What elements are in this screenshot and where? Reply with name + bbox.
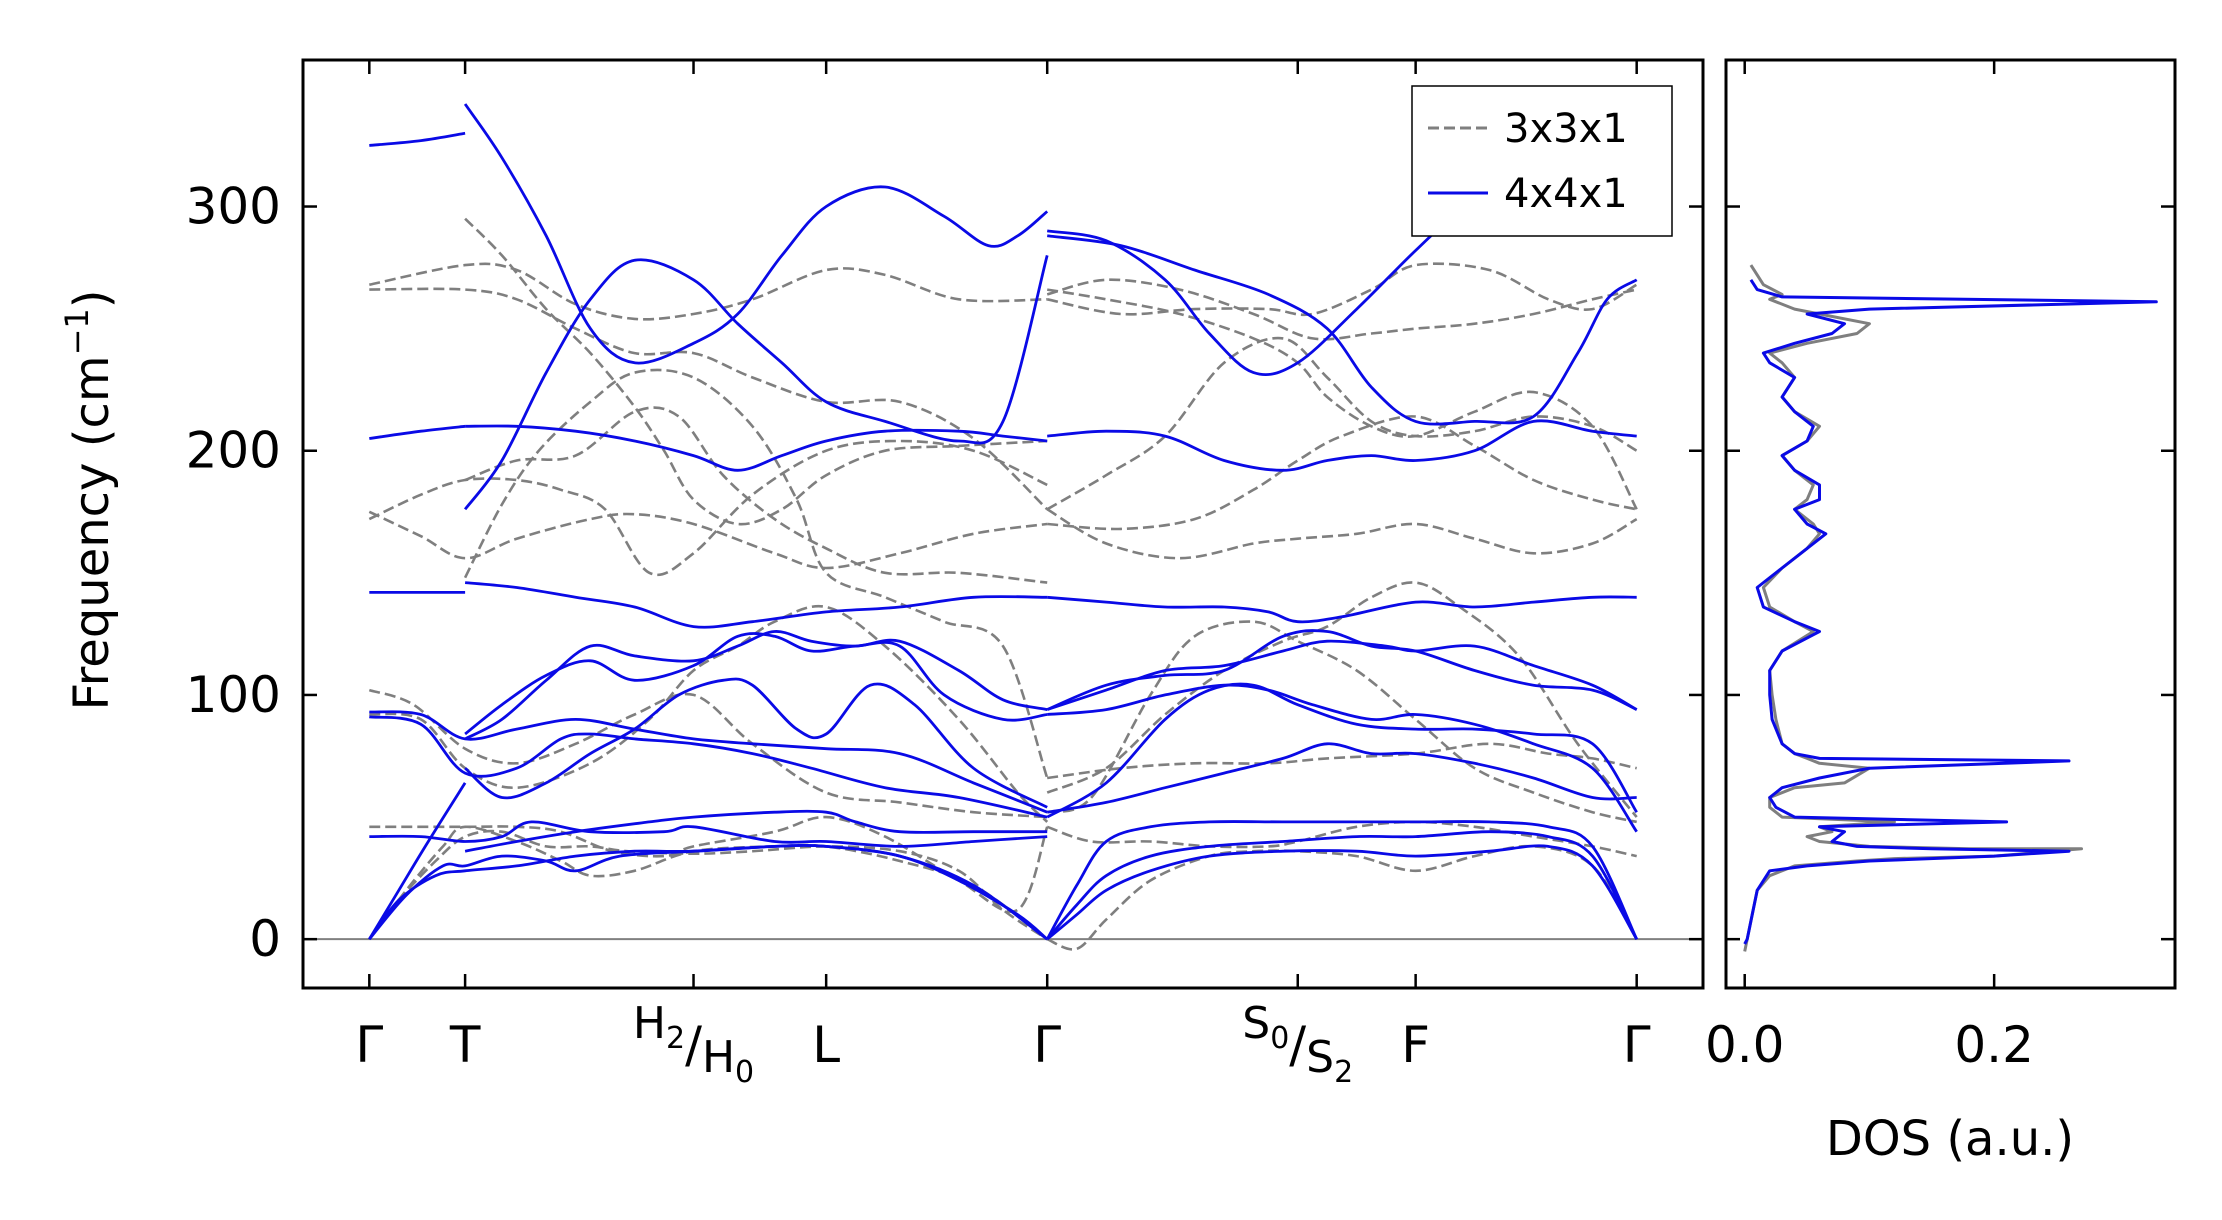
dos-x-tick-label: 0.0 xyxy=(1705,1016,1785,1074)
band-4x4x1-3 xyxy=(368,782,467,940)
y-axis-title-main: Frequency (cm xyxy=(64,355,120,710)
k-point-label: F xyxy=(1401,1016,1430,1074)
band-3x3x1-0 xyxy=(368,829,1048,941)
band-4x4x1-24 xyxy=(1046,629,1638,711)
band-4x4x1-16 xyxy=(463,255,1049,511)
y-tick-label: 300 xyxy=(186,178,281,236)
dos-frame xyxy=(1724,58,2177,990)
k-point-label: Γ xyxy=(1033,1016,1061,1074)
k-point-label-part: 2 xyxy=(1334,1055,1353,1090)
k-point-label-part: H xyxy=(702,1032,735,1083)
band-4x4x1-4 xyxy=(464,809,1048,853)
x-axis-title-dos: DOS (a.u.) xyxy=(1826,1111,2074,1167)
band-4x4x1-1 xyxy=(368,844,1049,941)
band-4x4x1-15 xyxy=(463,103,1049,365)
band-4x4x1-12 xyxy=(369,424,466,440)
band-4x4x1-17 xyxy=(1046,830,1638,941)
band-3x3x1-22 xyxy=(1046,262,1638,317)
band-4x4x1-19 xyxy=(1045,820,1638,940)
band-4x4x1-11 xyxy=(464,632,1048,736)
k-point-label-slash: / xyxy=(685,1016,702,1074)
band-3x3x1-7 xyxy=(369,287,1049,511)
k-point-label: Γ xyxy=(355,1016,383,1074)
band-4x4x1-26 xyxy=(1047,419,1637,472)
band-4x4x1-13 xyxy=(465,424,1048,472)
band-4x4x1-28 xyxy=(1047,234,1638,426)
band-4x4x1-7 xyxy=(464,677,1048,809)
band-3x3x1-4 xyxy=(369,604,1049,823)
band-4x4x1-20 xyxy=(1046,742,1637,814)
band-4x4x1-21 xyxy=(1047,683,1638,833)
band-3x3x1-1 xyxy=(368,825,1048,941)
band-4x4x1-5 xyxy=(369,710,1048,814)
k-point-label: L xyxy=(812,1016,840,1074)
dos-x-tick-label: 0.2 xyxy=(1954,1016,2034,1074)
y-axis-title-close: ) xyxy=(64,289,120,308)
band-3x3x1-19 xyxy=(1046,508,1638,560)
band-3x3x1-21 xyxy=(1046,278,1637,341)
k-point-label-part: 2 xyxy=(666,1021,685,1056)
band-4x4x1-22 xyxy=(1046,682,1638,819)
legend: 3x3x1 4x4x1 xyxy=(1411,85,1673,237)
band-4x4x1-2 xyxy=(369,820,1048,848)
band-3x3x1-3 xyxy=(368,688,1048,819)
k-point-label-part: S xyxy=(1306,1032,1334,1083)
band-4x4x1-14 xyxy=(369,131,466,147)
band-3x3x1-13 xyxy=(1046,820,1637,858)
k-point-label: Γ xyxy=(1623,1016,1651,1074)
k-point-label-part: 0 xyxy=(1270,1021,1289,1056)
band-3x3x1-15 xyxy=(1047,742,1637,780)
k-point-label-fraction: S0/S2 xyxy=(1242,998,1353,1090)
band-4x4x1-18 xyxy=(1046,844,1638,941)
y-tick-label: 0 xyxy=(249,910,281,968)
legend-box xyxy=(1411,85,1673,237)
k-point-label-fraction: H2/H0 xyxy=(633,998,754,1090)
band-3x3x1-18 xyxy=(1047,415,1637,531)
legend-label-4x4x1: 4x4x1 xyxy=(1504,171,1628,217)
band-3x3x1-9 xyxy=(463,368,1049,779)
k-point-label-part: H xyxy=(633,998,666,1049)
band-4x4x1-6 xyxy=(369,715,1048,819)
band-3x3x1-10 xyxy=(464,217,1048,526)
dispersion-frame xyxy=(301,58,1705,990)
band-3x3x1-8 xyxy=(369,262,1048,321)
band-4x4x1-25 xyxy=(1047,595,1637,624)
y-axis-title-sup: −1 xyxy=(58,308,96,355)
dos-curve-4x4x1 xyxy=(1743,278,2158,945)
band-4x4x1-0 xyxy=(368,844,1049,941)
k-point-label-part: 0 xyxy=(735,1055,754,1090)
y-tick-label: 200 xyxy=(186,422,281,480)
legend-label-3x3x1: 3x3x1 xyxy=(1504,106,1628,152)
band-3x3x1-11 xyxy=(464,406,1048,584)
dos-panel: 0.0 0.2 DOS (a.u.) xyxy=(1705,58,2177,1167)
dos-ticks: 0.0 0.2 xyxy=(1705,60,2175,1074)
band-4x4x1-9 xyxy=(464,581,1048,629)
band-4x4x1-10 xyxy=(464,630,1048,741)
k-point-label-part: S xyxy=(1242,998,1270,1049)
y-tick-label: 100 xyxy=(186,666,281,724)
band-3x3x1-5 xyxy=(368,510,1048,570)
band-3x3x1-14 xyxy=(1046,620,1637,824)
band-3x3x1-17 xyxy=(1046,336,1638,511)
dispersion-bands xyxy=(368,103,1638,951)
band-3x3x1-6 xyxy=(368,439,1048,577)
k-point-label: T xyxy=(449,1016,481,1074)
dos-curves xyxy=(1743,264,2158,952)
y-axis-title: Frequency (cm−1) xyxy=(58,289,120,710)
k-point-label-slash: / xyxy=(1289,1016,1306,1074)
